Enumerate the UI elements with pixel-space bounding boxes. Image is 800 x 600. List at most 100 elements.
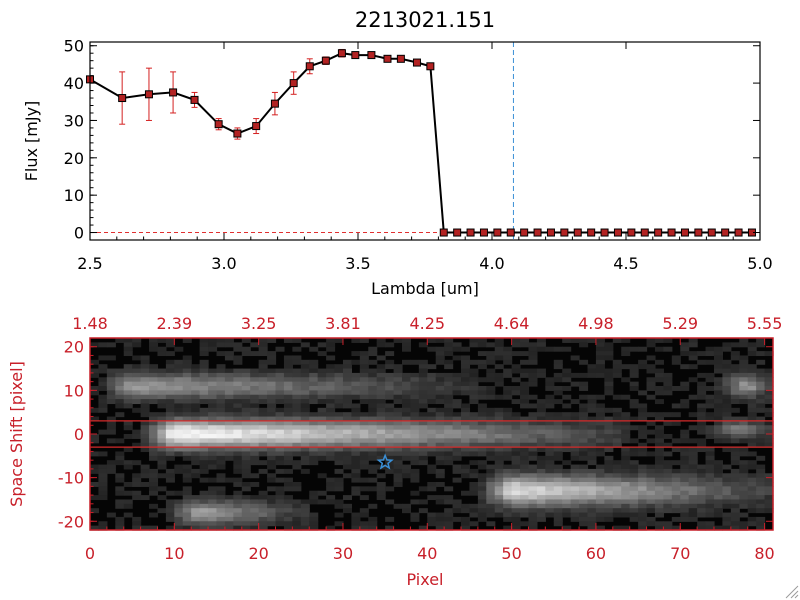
heatmap-cell bbox=[368, 390, 378, 396]
heatmap-cell bbox=[123, 399, 133, 405]
star-icon bbox=[376, 453, 394, 470]
flux-data-point bbox=[169, 88, 178, 97]
heatmap-cell bbox=[587, 338, 597, 343]
heatmap-cell bbox=[224, 390, 234, 396]
heatmap-cell bbox=[132, 364, 142, 370]
heatmap-cell bbox=[739, 368, 749, 374]
heatmap-cell bbox=[722, 420, 732, 426]
heatmap-cell bbox=[427, 420, 437, 426]
heatmap-cell bbox=[595, 338, 605, 343]
heatmap-cell bbox=[511, 438, 521, 444]
heatmap-cell bbox=[283, 412, 293, 418]
heatmap-cell bbox=[520, 434, 530, 439]
heatmap-cell bbox=[326, 355, 336, 361]
heatmap-cell bbox=[140, 364, 150, 370]
heatmap-cell bbox=[258, 407, 268, 413]
heatmap-cell bbox=[579, 416, 589, 422]
flux-data-point bbox=[587, 228, 596, 237]
heatmap-cell bbox=[427, 512, 437, 518]
heatmap-cell bbox=[233, 512, 243, 518]
flux-data-point bbox=[426, 62, 435, 71]
heatmap-cell bbox=[233, 525, 243, 531]
heatmap-cell bbox=[216, 338, 226, 343]
heatmap-cell bbox=[621, 525, 631, 531]
heatmap-cell bbox=[562, 482, 572, 487]
heatmap-cell bbox=[486, 490, 496, 496]
heatmap-cell bbox=[208, 372, 218, 378]
heatmap-cell bbox=[98, 464, 108, 470]
heatmap-cell bbox=[688, 447, 698, 453]
heatmap-cell bbox=[638, 403, 648, 409]
heatmap-cell bbox=[250, 351, 260, 357]
heatmap-cell bbox=[444, 346, 454, 352]
heatmap-cell bbox=[90, 495, 100, 501]
heatmap-cell bbox=[309, 372, 319, 378]
heatmap-cell bbox=[165, 503, 175, 509]
heatmap-cell bbox=[511, 442, 521, 448]
heatmap-cell bbox=[604, 516, 614, 522]
heatmap-cell bbox=[267, 416, 277, 422]
heatmap-cell bbox=[351, 486, 361, 492]
heatmap-cell bbox=[747, 521, 757, 527]
heatmap-cell bbox=[90, 407, 100, 413]
heatmap-cell bbox=[376, 473, 386, 479]
heatmap-cell bbox=[680, 447, 690, 453]
heatmap-cell bbox=[427, 464, 437, 470]
heatmap-cell bbox=[427, 486, 437, 492]
heatmap-cell bbox=[149, 477, 159, 483]
heatmap-cell bbox=[165, 359, 175, 365]
heatmap-cell bbox=[587, 407, 597, 413]
heatmap-cell bbox=[267, 512, 277, 518]
heatmap-cell bbox=[132, 434, 142, 439]
heatmap-cell bbox=[418, 499, 428, 505]
heatmap-cell bbox=[638, 508, 648, 514]
heatmap-cell bbox=[317, 342, 327, 348]
heatmap-cell bbox=[435, 516, 445, 522]
heatmap-cell bbox=[545, 412, 555, 418]
heatmap-cell bbox=[461, 420, 471, 426]
heatmap-cell bbox=[477, 451, 487, 457]
heatmap-cell bbox=[612, 438, 622, 444]
heatmap-cell bbox=[123, 447, 133, 453]
heatmap-cell bbox=[182, 495, 192, 501]
heatmap-cell bbox=[241, 499, 251, 505]
heatmap-cell bbox=[410, 386, 420, 391]
heatmap-cell bbox=[410, 512, 420, 518]
heatmap-cell bbox=[342, 390, 352, 396]
heatmap-cell bbox=[545, 464, 555, 470]
heatmap-cell bbox=[393, 477, 403, 483]
heatmap-cell bbox=[444, 364, 454, 370]
heatmap-cell bbox=[427, 338, 437, 343]
heatmap-cell bbox=[233, 390, 243, 396]
heatmap-cell bbox=[292, 407, 302, 413]
heatmap-cell bbox=[106, 429, 116, 435]
heatmap-cell bbox=[461, 521, 471, 527]
heatmap-cell bbox=[300, 368, 310, 374]
heatmap-cell bbox=[385, 429, 395, 435]
heatmap-cell bbox=[174, 390, 184, 396]
heatmap-cell bbox=[241, 468, 251, 474]
heatmap-cell bbox=[250, 482, 260, 487]
heatmap-cell bbox=[756, 482, 766, 487]
heatmap-cell bbox=[612, 429, 622, 435]
heatmap-cell bbox=[697, 495, 707, 501]
heatmap-cell bbox=[671, 499, 681, 505]
heatmap-cell bbox=[132, 429, 142, 435]
heatmap-cell bbox=[486, 390, 496, 396]
heatmap-cell bbox=[739, 473, 749, 479]
heatmap-cell bbox=[503, 372, 513, 378]
heatmap-cell bbox=[730, 429, 740, 435]
flux-data-point bbox=[270, 99, 279, 108]
heatmap-cell bbox=[140, 420, 150, 426]
heatmap-cell bbox=[174, 407, 184, 413]
heatmap-cell bbox=[528, 412, 538, 418]
heatmap-cell bbox=[536, 399, 546, 405]
heatmap-cell bbox=[283, 451, 293, 457]
heatmap-cell bbox=[730, 468, 740, 474]
heatmap-cell bbox=[393, 451, 403, 457]
heatmap-cell bbox=[494, 477, 504, 483]
heatmap-cell bbox=[157, 386, 167, 391]
heatmap-cell bbox=[756, 429, 766, 435]
resize-grip-icon[interactable] bbox=[785, 585, 799, 599]
heatmap-cell bbox=[756, 434, 766, 439]
